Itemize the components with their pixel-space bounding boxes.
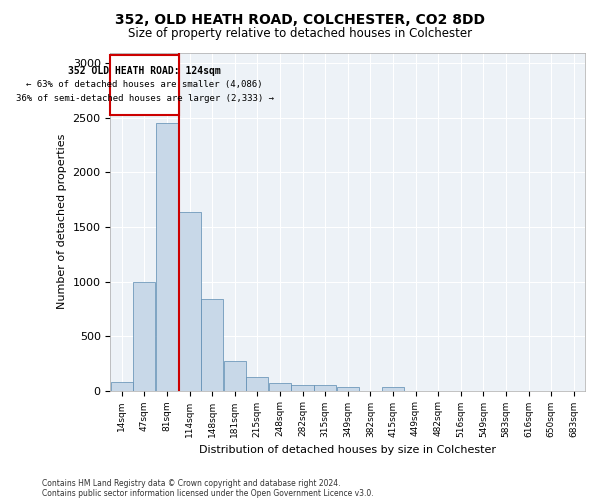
Bar bbox=[133, 282, 155, 391]
Bar bbox=[314, 385, 336, 390]
Text: Size of property relative to detached houses in Colchester: Size of property relative to detached ho… bbox=[128, 28, 472, 40]
Bar bbox=[246, 377, 268, 390]
Bar bbox=[110, 54, 179, 114]
Bar bbox=[292, 385, 314, 390]
Bar bbox=[178, 212, 200, 390]
Text: Contains public sector information licensed under the Open Government Licence v3: Contains public sector information licen… bbox=[42, 488, 374, 498]
Text: 352 OLD HEATH ROAD: 124sqm: 352 OLD HEATH ROAD: 124sqm bbox=[68, 66, 221, 76]
Bar bbox=[337, 388, 359, 390]
Bar bbox=[110, 382, 133, 390]
Bar bbox=[224, 361, 246, 390]
Bar bbox=[156, 124, 178, 390]
X-axis label: Distribution of detached houses by size in Colchester: Distribution of detached houses by size … bbox=[199, 445, 496, 455]
Text: ← 63% of detached houses are smaller (4,086): ← 63% of detached houses are smaller (4,… bbox=[26, 80, 263, 89]
Bar bbox=[269, 384, 291, 390]
Bar bbox=[382, 388, 404, 390]
Bar bbox=[201, 299, 223, 390]
Y-axis label: Number of detached properties: Number of detached properties bbox=[57, 134, 67, 309]
Text: Contains HM Land Registry data © Crown copyright and database right 2024.: Contains HM Land Registry data © Crown c… bbox=[42, 478, 341, 488]
Text: 352, OLD HEATH ROAD, COLCHESTER, CO2 8DD: 352, OLD HEATH ROAD, COLCHESTER, CO2 8DD bbox=[115, 12, 485, 26]
Text: 36% of semi-detached houses are larger (2,333) →: 36% of semi-detached houses are larger (… bbox=[16, 94, 274, 102]
